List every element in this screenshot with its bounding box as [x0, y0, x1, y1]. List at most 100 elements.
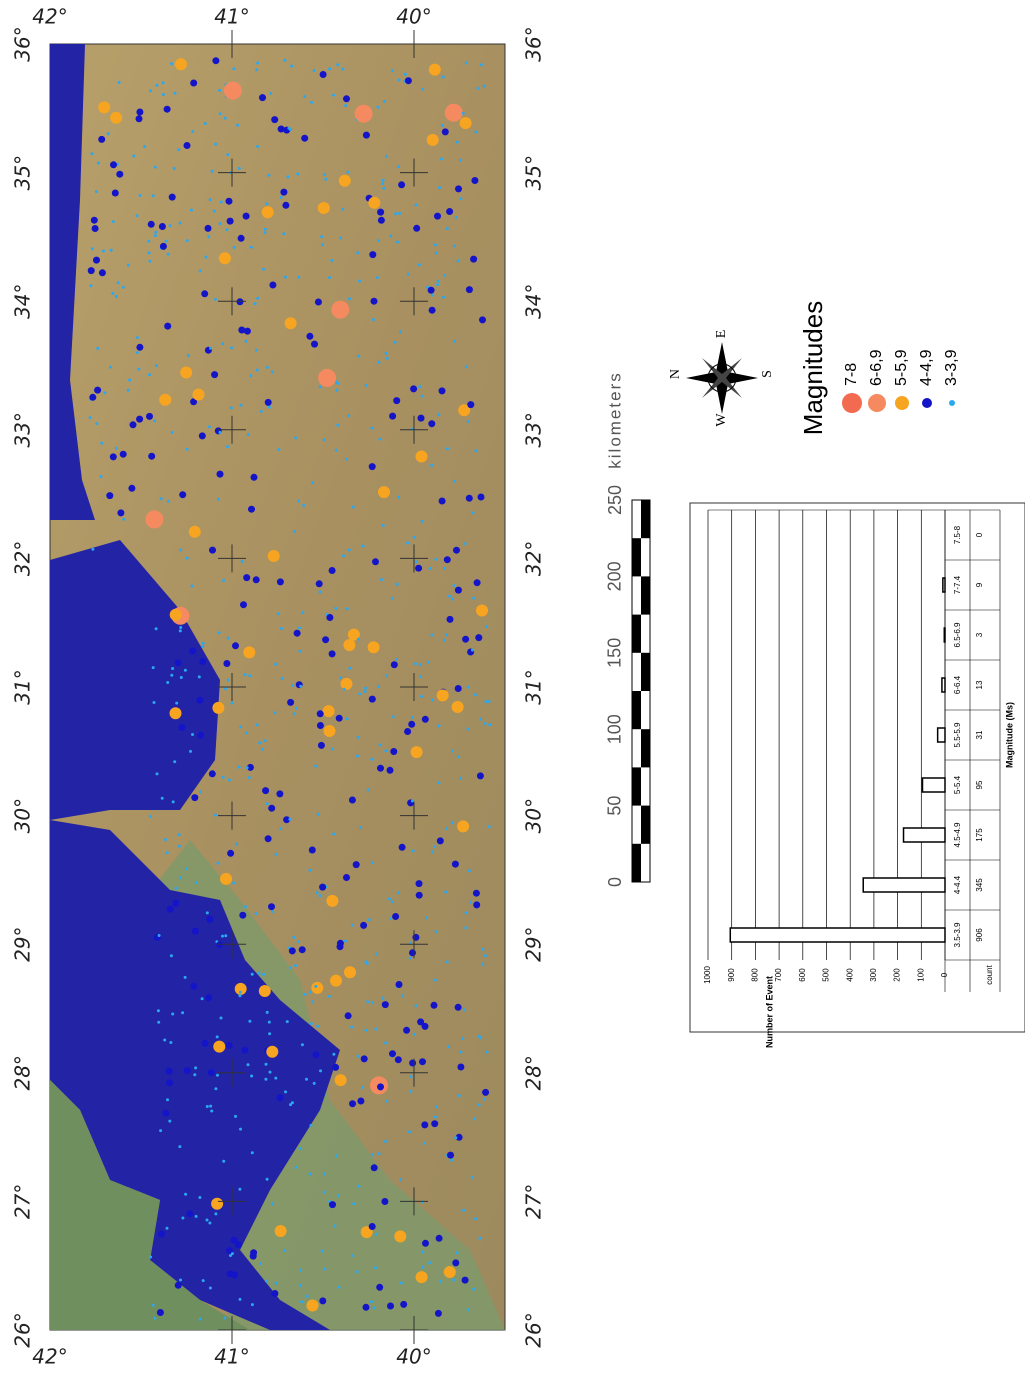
epicenter	[197, 731, 204, 739]
epicenter	[459, 776, 463, 780]
epicenter	[270, 1202, 274, 1206]
epicenter	[274, 1281, 278, 1285]
epicenter	[173, 760, 177, 764]
epicenter	[356, 637, 360, 641]
epicenter	[392, 913, 400, 920]
epicenter	[209, 546, 216, 554]
epicenter	[385, 674, 388, 678]
epicenter	[482, 84, 486, 88]
epicenter	[374, 1027, 378, 1031]
lat-label: 31°	[522, 669, 546, 704]
epicenter	[207, 1069, 215, 1077]
compass: N E S W	[668, 330, 775, 427]
epicenter	[164, 838, 167, 842]
epicenter	[354, 104, 373, 123]
epicenter	[322, 636, 330, 644]
epicenter	[211, 1197, 224, 1210]
epicenter	[476, 86, 480, 90]
epicenter	[170, 62, 173, 66]
epicenter	[157, 934, 161, 937]
epicenter	[442, 295, 445, 299]
epicenter	[463, 542, 467, 546]
epicenter	[290, 1101, 294, 1105]
epicenter	[273, 711, 277, 715]
epicenter	[207, 425, 211, 429]
epicenter	[246, 763, 254, 771]
epicenter	[421, 1250, 425, 1254]
epicenter	[230, 1236, 238, 1244]
legend-swatch	[895, 396, 909, 410]
epicenter	[469, 900, 472, 904]
epicenter	[434, 1115, 437, 1119]
epicenter	[343, 639, 356, 652]
lat-label: 30°	[11, 798, 35, 833]
epicenter	[166, 1098, 169, 1102]
epicenter	[442, 638, 446, 642]
epicenter	[151, 666, 155, 670]
epicenter	[136, 343, 144, 351]
epicenter	[390, 596, 394, 600]
epicenter	[302, 504, 306, 507]
y-tick-label: 800	[751, 968, 760, 982]
epicenter	[237, 166, 241, 170]
scale-label: 150	[605, 638, 625, 668]
epicenter	[474, 1217, 478, 1221]
epicenter	[265, 802, 269, 806]
epicenter	[367, 641, 380, 654]
epicenter	[220, 872, 232, 885]
epicenter	[194, 881, 198, 885]
epicenter	[430, 293, 434, 297]
epicenter	[414, 662, 417, 666]
black-sea	[50, 44, 95, 520]
epicenter	[136, 415, 144, 423]
compass-label: N	[668, 369, 683, 379]
epicenter	[431, 1120, 439, 1128]
epicenter	[215, 1035, 219, 1039]
count-label: 175	[975, 828, 984, 842]
epicenter	[412, 1032, 416, 1036]
epicenter	[415, 880, 423, 888]
y-tick-label: 0	[940, 972, 949, 977]
epicenter	[355, 1270, 359, 1274]
bar	[729, 927, 946, 943]
epicenter	[454, 216, 458, 219]
epicenter	[384, 351, 388, 355]
epicenter	[395, 981, 403, 988]
epicenter	[283, 1249, 287, 1252]
epicenter	[428, 306, 436, 314]
lat-label: 29°	[11, 926, 35, 961]
epicenter	[483, 1097, 487, 1101]
epicenter	[362, 131, 370, 139]
epicenter	[226, 153, 230, 157]
scale-segment	[632, 614, 641, 653]
epicenter	[471, 511, 475, 515]
epicenter	[114, 446, 118, 450]
epicenter	[376, 1283, 384, 1291]
epicenter	[234, 1241, 242, 1249]
epicenter	[154, 627, 158, 631]
epicenter	[213, 1040, 226, 1053]
epicenter	[96, 346, 100, 350]
y-tick-label: 200	[893, 968, 902, 982]
epicenter	[335, 388, 339, 392]
epicenter	[207, 235, 211, 239]
epicenter	[421, 1022, 429, 1030]
epicenter	[132, 154, 136, 158]
epicenter	[451, 749, 454, 753]
epicenter	[368, 196, 381, 209]
epicenter	[258, 985, 271, 997]
epicenter	[368, 1223, 376, 1230]
lat-label: 28°	[11, 1055, 35, 1090]
epicenter	[396, 240, 399, 244]
epicenter	[407, 1130, 411, 1134]
epicenter	[271, 1290, 279, 1297]
epicenter	[328, 67, 332, 71]
epicenter	[326, 894, 339, 907]
epicenter	[198, 1196, 202, 1199]
epicenter	[172, 167, 176, 170]
epicenter	[417, 414, 425, 422]
x-tick-label: 4-4.4	[953, 875, 962, 894]
epicenter	[437, 413, 441, 417]
epicenter	[276, 578, 284, 586]
epicenter	[371, 1001, 374, 1005]
